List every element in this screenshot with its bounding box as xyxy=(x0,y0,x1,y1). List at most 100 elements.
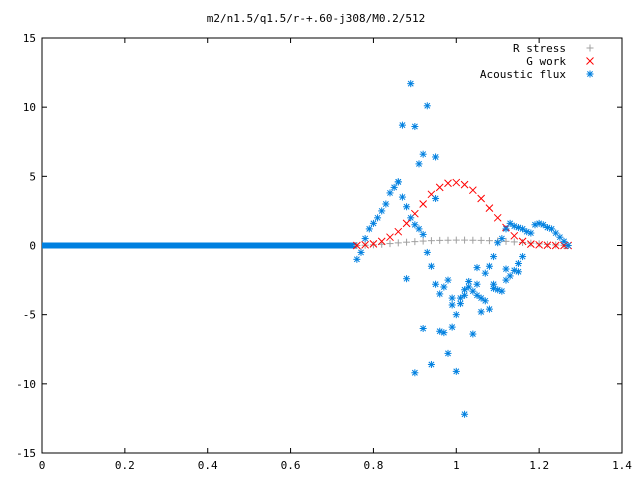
legend-label-r-stress: R stress xyxy=(513,42,566,55)
y-tick-label: 10 xyxy=(23,101,36,114)
g-work-point xyxy=(435,183,444,192)
x-tick-label: 0.4 xyxy=(198,459,218,472)
r-stress-point xyxy=(535,240,543,248)
g-work-point xyxy=(518,237,527,246)
acoustic-flux-point xyxy=(502,225,510,233)
acoustic-flux-point xyxy=(448,301,456,309)
r-stress-point xyxy=(543,240,551,248)
r-stress-point xyxy=(427,237,435,245)
g-work-point xyxy=(460,180,469,189)
g-work-point xyxy=(543,241,552,250)
axes: 0 0.2 0.4 0.6 0.8 1 1.2 1.4 -15 -10 -5 0 5 10 15 xyxy=(16,32,632,472)
acoustic-flux-point xyxy=(444,349,452,357)
legend-label-g-work: G work xyxy=(526,55,566,68)
acoustic-flux-point xyxy=(498,235,506,243)
x-tick-label: 0.6 xyxy=(281,459,301,472)
acoustic-flux-point xyxy=(490,280,498,288)
acoustic-flux-point xyxy=(415,160,423,168)
g-work-point xyxy=(493,213,502,222)
acoustic-flux-point xyxy=(365,225,373,233)
acoustic-flux-point xyxy=(473,291,481,299)
legend-marker-acoustic-flux xyxy=(586,70,594,78)
g-work-point xyxy=(469,186,477,195)
acoustic-flux-point xyxy=(469,287,477,295)
y-tick-label: -5 xyxy=(23,309,36,322)
r-stress-point xyxy=(469,236,477,244)
acoustic-flux-point xyxy=(473,280,481,288)
acoustic-flux-point xyxy=(374,214,382,222)
acoustic-flux-point xyxy=(432,280,440,288)
acoustic-flux-point xyxy=(382,200,390,208)
r-stress-point xyxy=(411,238,419,246)
acoustic-flux-point xyxy=(419,325,427,332)
acoustic-flux-point xyxy=(448,323,456,331)
acoustic-flux-point xyxy=(369,219,377,227)
acoustic-flux-point xyxy=(485,305,493,313)
y-tick-label: -15 xyxy=(16,447,36,460)
r-stress-point xyxy=(436,236,444,244)
acoustic-flux-point xyxy=(556,233,564,241)
r-stress-point xyxy=(461,236,469,244)
r-stress-point xyxy=(403,238,411,246)
acoustic-flux-point xyxy=(461,291,469,299)
acoustic-flux-point xyxy=(444,276,452,284)
acoustic-flux-point xyxy=(436,290,444,298)
y-tick-label: 15 xyxy=(23,32,36,45)
acoustic-flux-point xyxy=(394,178,402,186)
x-tick-label: 1.2 xyxy=(529,459,549,472)
acoustic-flux-point xyxy=(514,268,522,276)
g-work-point xyxy=(444,179,452,188)
acoustic-flux-point xyxy=(403,275,411,283)
r-stress-point xyxy=(394,239,402,247)
x-tick-label: 0.8 xyxy=(363,459,383,472)
g-work-point xyxy=(369,239,378,248)
acoustic-flux-point xyxy=(378,207,386,215)
acoustic-flux-point xyxy=(477,308,485,316)
y-tick-label: -10 xyxy=(16,378,36,391)
g-work-point xyxy=(353,241,361,250)
acoustic-flux-point xyxy=(353,255,361,263)
acoustic-flux-point xyxy=(477,294,485,302)
acoustic-flux-point xyxy=(481,297,489,305)
r-stress-point xyxy=(444,236,452,244)
r-stress-point xyxy=(386,240,394,248)
acoustic-flux-point xyxy=(411,369,419,377)
g-work-point xyxy=(527,240,535,248)
acoustic-flux-point xyxy=(419,230,427,238)
r-stress-point xyxy=(485,237,493,245)
acoustic-flux-point xyxy=(506,272,514,280)
acoustic-flux-point xyxy=(461,410,469,418)
r-stress-point xyxy=(419,237,427,245)
data-marks xyxy=(42,80,572,418)
g-work-point xyxy=(551,241,560,250)
acoustic-flux-point xyxy=(411,123,419,131)
g-work-point xyxy=(419,200,427,208)
acoustic-flux-point xyxy=(485,262,493,270)
series-r-stress xyxy=(353,236,572,249)
acoustic-flux-point xyxy=(423,248,431,256)
acoustic-flux-point xyxy=(469,330,477,338)
acoustic-flux-point xyxy=(473,264,481,272)
legend-label-acoustic-flux: Acoustic flux xyxy=(480,68,566,81)
acoustic-flux-point xyxy=(361,235,369,243)
r-stress-point xyxy=(510,238,518,246)
r-stress-point xyxy=(519,238,527,246)
g-work-point xyxy=(452,178,461,187)
g-work-point xyxy=(394,227,403,236)
g-work-point xyxy=(510,231,519,240)
acoustic-flux-point xyxy=(440,283,448,291)
acoustic-flux-point xyxy=(427,262,435,270)
acoustic-flux-point xyxy=(398,193,406,201)
g-work-point xyxy=(377,237,386,246)
r-stress-point xyxy=(502,237,510,245)
acoustic-flux-point xyxy=(423,102,431,110)
acoustic-flux-point xyxy=(461,286,469,294)
acoustic-flux-point xyxy=(403,203,411,211)
g-work-point xyxy=(402,219,411,228)
x-tick-label: 1.4 xyxy=(612,459,632,472)
acoustic-flux-point xyxy=(398,121,406,129)
series-acoustic-flux xyxy=(353,80,572,418)
acoustic-flux-point xyxy=(386,189,394,197)
acoustic-flux-point xyxy=(357,248,365,256)
chart-title: m2/n1.5/q1.5/r-+.60-j308/M0.2/512 xyxy=(207,12,426,25)
